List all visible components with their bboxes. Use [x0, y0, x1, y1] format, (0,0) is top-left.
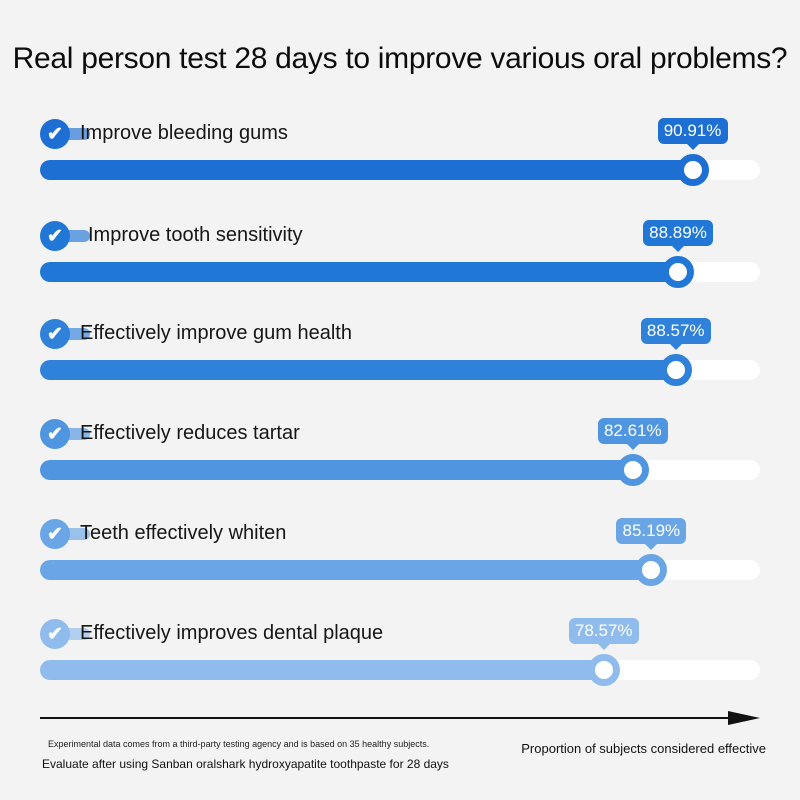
check-circle-icon: ✔: [40, 419, 70, 449]
bar-row: ✔ Effectively improves dental plaque 78.57…: [40, 618, 760, 690]
check-circle-icon: ✔: [40, 519, 70, 549]
category-label: Effectively improve gum health: [80, 322, 352, 344]
check-circle-icon: ✔: [40, 319, 70, 349]
value-badge: 90.91%: [657, 118, 728, 150]
condition-footnote: Evaluate after using Sanban oralshark hy…: [42, 757, 449, 771]
value-badge: 85.19%: [616, 518, 687, 550]
value-badge: 82.61%: [597, 418, 668, 450]
bar-fill: [40, 660, 606, 680]
bar-fill: [40, 360, 678, 380]
category-label: Teeth effectively whiten: [80, 522, 287, 544]
bar-end-knob: [676, 154, 709, 186]
bar-fill: [40, 460, 635, 480]
value-badge: 88.89%: [643, 220, 713, 252]
bar-row: ✔ Improve bleeding gums 90.91%: [40, 118, 760, 190]
bar-fill: [40, 160, 695, 180]
category-label: Effectively reduces tartar: [80, 422, 300, 444]
category-label: Effectively improves dental plaque: [80, 622, 384, 644]
bar-row: ✔ Teeth effectively whiten 85.19%: [40, 518, 760, 590]
value-badge: 88.57%: [640, 318, 711, 350]
value-badge: 78.57%: [568, 618, 639, 650]
category-label: Improve bleeding gums: [80, 122, 288, 144]
source-footnote: Experimental data comes from a third-par…: [48, 739, 430, 749]
bar-end-knob: [587, 654, 620, 686]
bar-end-knob: [635, 554, 668, 586]
bar-row: ✔ Effectively improve gum health 88.57%: [40, 318, 760, 390]
chart-title: Real person test 28 days to improve vari…: [12, 42, 788, 75]
check-circle-icon: ✔: [40, 119, 70, 149]
bar-end-knob: [659, 354, 692, 386]
category-label: Improve tooth sensitivity: [88, 224, 303, 246]
check-circle-icon: ✔: [40, 619, 70, 649]
bar-row: ✔ Improve tooth sensitivity 88.89%: [40, 220, 760, 292]
bar-end-knob: [616, 454, 649, 486]
bar-end-knob: [662, 256, 694, 288]
x-axis-line: [40, 717, 732, 719]
check-circle-icon: ✔: [40, 221, 70, 251]
x-axis-label: Proportion of subjects considered effect…: [521, 741, 766, 756]
x-axis-arrow-icon: [728, 711, 760, 725]
bar-fill: [40, 262, 680, 282]
bar-row: ✔ Effectively reduces tartar 82.61%: [40, 418, 760, 490]
bar-fill: [40, 560, 654, 580]
